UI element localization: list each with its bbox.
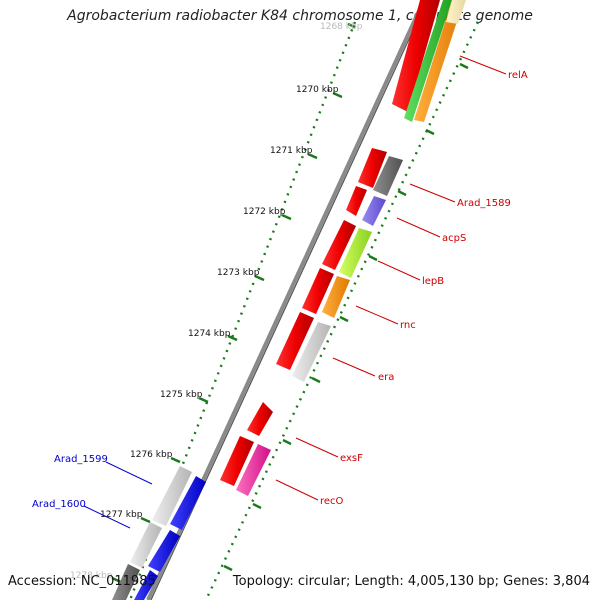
forward-genes	[220, 0, 466, 496]
tick: 1273 kbp	[217, 268, 265, 282]
gene-label-acpS[interactable]: acpS	[442, 233, 466, 244]
gene-label-arad-1600[interactable]: Arad_1600	[32, 499, 86, 510]
gene-feature[interactable]	[446, 0, 466, 24]
gene-feature[interactable]	[220, 436, 254, 486]
tick: 1278 kbp	[70, 571, 122, 584]
tick: 1271 kbp	[270, 146, 318, 160]
tick-label: 1278 kbp	[70, 571, 113, 581]
inner-ticks	[223, 62, 469, 572]
gene-feature[interactable]	[170, 476, 206, 530]
gene-label-lepB[interactable]: lepB	[422, 276, 444, 287]
gene-feature[interactable]	[134, 570, 158, 600]
gene-label-era[interactable]: era	[378, 372, 394, 383]
accession-label: Accession: NC_011985	[8, 574, 156, 589]
tick-label: 1276 kbp	[130, 450, 173, 460]
gene-feature[interactable]	[322, 220, 356, 270]
ticks: 1268 kbp 1270 kbp 1271 kbp 1272 kbp 1273…	[70, 22, 363, 584]
tick: 1276 kbp	[130, 450, 181, 464]
gene-feature[interactable]	[112, 564, 140, 600]
gene-labels: relA Arad_1589 acpS lepB rnc era exsF re…	[32, 70, 528, 510]
gene-feature[interactable]	[339, 228, 372, 278]
leader-lines	[83, 55, 507, 529]
tick-label: 1277 kbp	[100, 510, 143, 520]
tick-label: 1272 kbp	[243, 207, 286, 217]
gene-feature[interactable]	[414, 0, 464, 122]
gene-feature[interactable]	[322, 276, 350, 318]
tick: 1277 kbp	[100, 510, 151, 524]
gene-label-exsF[interactable]: exsF	[340, 453, 363, 464]
gene-feature[interactable]	[292, 322, 331, 382]
gene-feature[interactable]	[346, 186, 367, 216]
tick-label: 1273 kbp	[217, 268, 260, 278]
gene-label-relA[interactable]: relA	[508, 70, 528, 81]
gene-feature[interactable]	[358, 148, 387, 188]
gene-feature[interactable]	[130, 522, 162, 568]
topology-label: Topology: circular; Length: 4,005,130 bp…	[232, 574, 590, 589]
gene-feature[interactable]	[392, 0, 440, 112]
tick: 1275 kbp	[160, 390, 209, 404]
tick: 1268 kbp	[320, 22, 363, 32]
tick-label: 1268 kbp	[320, 22, 363, 32]
inner-tick-ruler	[204, 21, 480, 600]
gene-feature[interactable]	[148, 530, 180, 572]
tick-label: 1275 kbp	[160, 390, 203, 400]
gene-label-recO[interactable]: recO	[320, 496, 344, 507]
gene-feature[interactable]	[276, 312, 314, 370]
gene-label-arad-1599[interactable]: Arad_1599	[54, 454, 108, 465]
tick-label: 1274 kbp	[188, 329, 231, 339]
reverse-genes	[112, 466, 206, 600]
tick: 1270 kbp	[296, 85, 343, 99]
tick: 1272 kbp	[243, 207, 292, 221]
gene-feature[interactable]	[362, 196, 386, 226]
gene-feature[interactable]	[373, 156, 403, 196]
tick-label: 1271 kbp	[270, 146, 313, 156]
gene-feature[interactable]	[152, 466, 192, 526]
tick-label: 1270 kbp	[296, 85, 339, 95]
gene-feature[interactable]	[247, 402, 273, 436]
tick: 1274 kbp	[188, 329, 238, 342]
gene-label-rnc[interactable]: rnc	[400, 320, 416, 331]
gene-label-arad-1589[interactable]: Arad_1589	[457, 198, 511, 209]
genome-backbone-shadow	[150, 0, 428, 600]
gene-feature[interactable]	[302, 268, 334, 314]
gene-feature[interactable]	[404, 0, 452, 122]
gene-feature[interactable]	[236, 444, 271, 496]
